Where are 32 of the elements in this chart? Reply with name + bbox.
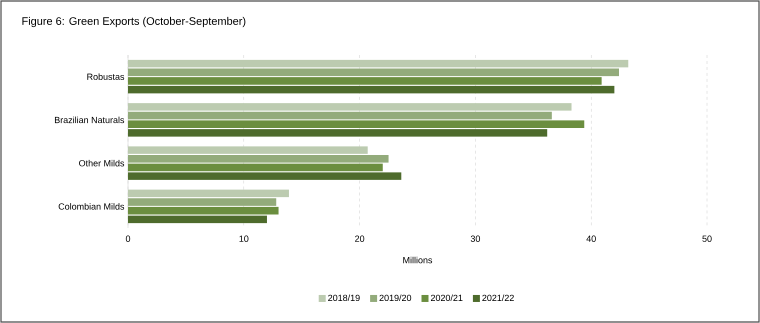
bar <box>128 172 402 180</box>
y-tick-label: Robustas <box>87 73 124 80</box>
bar <box>128 206 279 214</box>
bar <box>128 60 628 68</box>
bar <box>128 120 584 128</box>
x-tick-label: 20 <box>355 236 364 242</box>
bar <box>128 77 602 85</box>
x-tick-label: 10 <box>240 236 248 242</box>
chart-title: Figure 6: Green Exports (October-September) <box>22 16 246 28</box>
bar <box>128 112 552 120</box>
y-tick-label: Brazilian Naturals <box>54 116 124 124</box>
bar <box>128 198 276 206</box>
bar <box>128 190 289 198</box>
x-tick-label: 50 <box>702 236 712 242</box>
x-axis-title: Millions <box>403 256 432 264</box>
bar <box>128 129 548 137</box>
y-tick-label: Colombian Milds <box>58 203 124 210</box>
bar <box>128 155 389 163</box>
x-tick-label: 40 <box>586 236 596 242</box>
legend-label: 2021/22 <box>482 294 514 302</box>
y-tick-label: Other Milds <box>79 160 124 166</box>
legend-label: 2018/19 <box>328 294 360 302</box>
bar <box>128 86 614 94</box>
x-tick-label: 30 <box>470 236 480 242</box>
bar <box>128 103 572 111</box>
bar <box>128 68 619 76</box>
bar <box>128 216 267 224</box>
x-tick-label: 0 <box>126 236 130 242</box>
legend-label: 2019/20 <box>380 294 412 302</box>
bar <box>128 146 368 154</box>
legend-label: 2020/21 <box>430 294 462 302</box>
bar <box>128 164 383 172</box>
